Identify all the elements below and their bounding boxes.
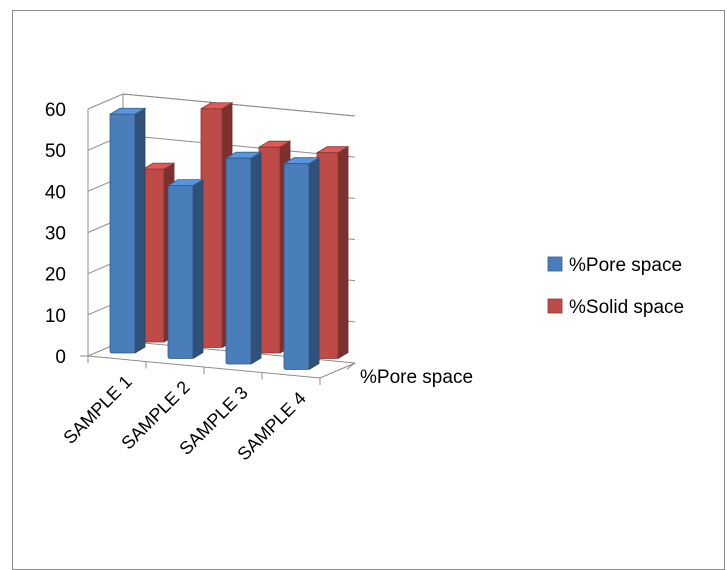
axes: [80, 355, 356, 385]
bar-front: [258, 146, 281, 354]
bar-front: [225, 157, 252, 365]
y-axis-tick-labels: 0 10 20 30 40 50 60: [45, 100, 66, 368]
legend-label: %Pore space: [569, 255, 682, 276]
legend-swatch: [547, 298, 563, 314]
y-tick-label: 20: [45, 265, 66, 286]
gridline: [87, 93, 356, 117]
bars: [108, 102, 350, 371]
bar-pore-space: [166, 178, 205, 360]
y-tick-label: 50: [45, 141, 66, 162]
y-tick-label: 60: [45, 100, 66, 121]
bar-pore-space: [108, 107, 147, 354]
y-tick-label: 40: [45, 182, 66, 203]
bar-pore-space: [224, 151, 263, 365]
y-tick-label: 30: [45, 224, 66, 245]
bar-side: [308, 156, 320, 371]
bar-side: [192, 178, 204, 360]
bar-solid-space: [315, 145, 350, 360]
y-tick-label: 10: [45, 306, 66, 327]
legend-label: %Solid space: [569, 297, 684, 318]
depth-axis-tick: [346, 362, 356, 370]
depth-axis-label: %Pore space: [360, 367, 473, 388]
legend-swatch: [547, 256, 563, 272]
bar-side: [337, 145, 349, 360]
bar-side: [250, 151, 262, 365]
bar-side: [134, 107, 146, 354]
bar-front: [200, 108, 223, 348]
bar-front: [283, 163, 310, 370]
bar-front: [109, 113, 136, 354]
bar-front: [142, 168, 165, 343]
bar-front: [167, 185, 194, 359]
bar-front: [316, 152, 339, 359]
depth-axis-line: [319, 362, 356, 379]
bar-pore-space: [282, 156, 321, 371]
legend: %Pore space %Solid space: [547, 255, 684, 318]
y-tick-label: 0: [55, 347, 66, 368]
